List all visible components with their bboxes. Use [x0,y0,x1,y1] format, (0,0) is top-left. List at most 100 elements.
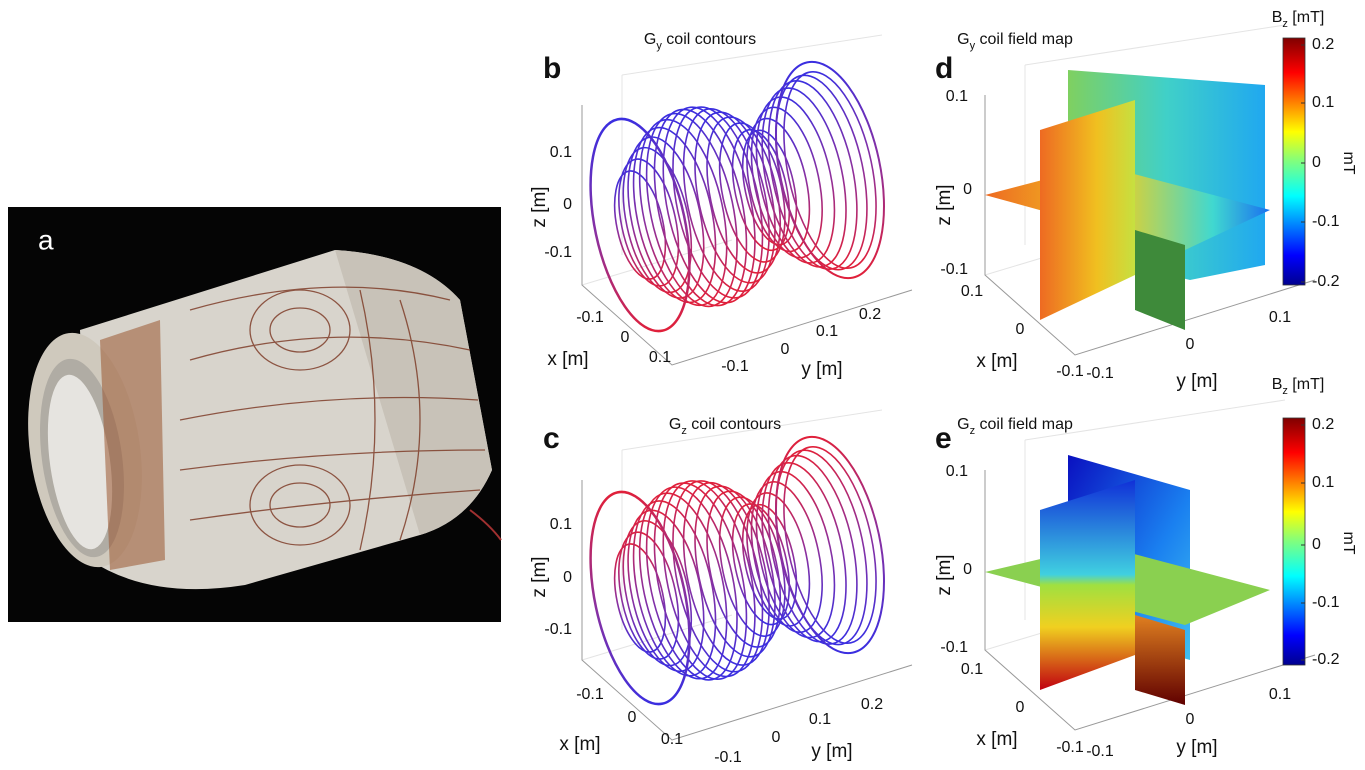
y-tick-label: 0.2 [861,696,883,713]
coil-contour [682,481,770,666]
rest-text: coil field map [975,31,1073,48]
y-tick-label: 0 [772,729,781,746]
x-axis-label: x [m] [976,351,1017,372]
coil-contour [653,108,748,307]
main-text: G [669,416,681,433]
coil-end [775,60,885,280]
panel-letter: c [543,422,560,455]
rest-text: coil contours [662,31,756,48]
colorbar-tick-label: -0.2 [1312,273,1340,290]
y-tick-label: -0.1 [1086,743,1114,760]
z-tick-label: 0.1 [946,88,968,105]
colorbar-tick-label: 0.1 [1312,94,1334,111]
z-tick-label: 0.1 [946,463,968,480]
field-plane [1040,100,1135,320]
colorbar-tick-label: 0 [1312,154,1321,171]
coil-contour [750,481,823,634]
coil-contour [672,106,764,299]
z-tick-label: -0.1 [544,621,572,638]
main-text: G [957,31,969,48]
rest-text: coil field map [975,416,1073,433]
y-axis-label: y [m] [811,741,852,762]
z-axis-label: z [m] [934,554,955,595]
z-tick-label: 0 [563,569,572,586]
y-tick-label: 0.1 [816,323,838,340]
x-axis-label: x [m] [976,729,1017,750]
colorbar-label: Bz [mT] [1272,9,1325,30]
axis-line [984,95,1316,356]
coil-end [775,435,885,655]
x-tick-label: -0.1 [576,309,604,326]
y-tick-label: 0.1 [1269,309,1291,326]
subscript: z [1282,18,1288,30]
colorbar-unit: mT [1340,531,1357,554]
field-plane [1040,480,1135,690]
colorbar-tick-label: 0.2 [1312,416,1334,433]
colorbar-label: Bz [mT] [1272,376,1325,397]
field-plane [1135,615,1185,705]
x-tick-label: 0.1 [961,661,983,678]
y-tick-label: 0 [1186,711,1195,728]
main-text: G [957,416,969,433]
subscript: z [970,425,976,437]
coil-contour [750,106,823,259]
rest-text: [mT] [1288,9,1324,26]
rest-text: [mT] [1288,376,1324,393]
y-axis-label: y [m] [801,359,842,380]
panel-title: Gy coil field map [957,31,1073,52]
coil-contour [672,480,764,673]
coil-contour [662,480,756,678]
x-axis-label: x [m] [547,349,588,370]
colorbar-tick-label: -0.1 [1312,594,1340,611]
z-tick-label: 0.1 [550,516,572,533]
z-tick-label: 0 [963,561,972,578]
x-tick-label: 0.1 [649,349,671,366]
z-tick-label: 0 [563,196,572,213]
coil-end [589,490,691,706]
panel-letter: d [935,52,953,85]
coil-contour [706,490,781,648]
y-axis-label: y [m] [1176,371,1217,392]
subscript: z [681,425,687,437]
z-tick-label: 0 [963,181,972,198]
panel-title: Gz coil contours [669,416,781,437]
main-text: B [1272,376,1283,393]
coil-contour [694,111,776,284]
coil-contour [731,128,790,252]
coil-contour [653,482,748,681]
rest-text: coil contours [687,416,781,433]
subscript: y [656,40,662,52]
colorbar [1282,37,1306,286]
coil-contour [783,70,877,270]
x-tick-label: -0.1 [576,686,604,703]
colorbar-tick-label: 0.1 [1312,474,1334,491]
axis-line [581,480,913,741]
subscript: z [1282,385,1288,397]
colorbar-unit: mT [1340,151,1357,174]
z-axis-label: z [m] [529,556,550,597]
panel-title: Gy coil contours [644,31,756,52]
coil-contour [783,445,877,645]
y-tick-label: 0.1 [1269,686,1291,703]
y-axis-label: y [m] [1176,737,1217,758]
z-tick-label: 0.1 [550,144,572,161]
colorbar-tick-label: -0.2 [1312,651,1340,668]
panel-letter: b [543,52,561,85]
x-tick-label: 0 [1016,699,1025,716]
z-axis-label: z [m] [529,186,550,227]
x-tick-label: 0 [628,709,637,726]
coil-end [589,117,691,333]
coil-contour [682,108,770,292]
colorbar-tick-label: -0.1 [1312,213,1340,230]
coil-contour [731,503,790,626]
panel-letter: a [38,224,54,255]
axis-line [581,105,913,366]
x-tick-label: -0.1 [1056,363,1084,380]
x-tick-label: 0.1 [961,283,983,300]
z-tick-label: -0.1 [940,261,968,278]
coil-contour [694,485,776,658]
coil-contour [622,146,693,294]
main-text: B [1272,9,1283,26]
coil-contour [706,116,781,274]
